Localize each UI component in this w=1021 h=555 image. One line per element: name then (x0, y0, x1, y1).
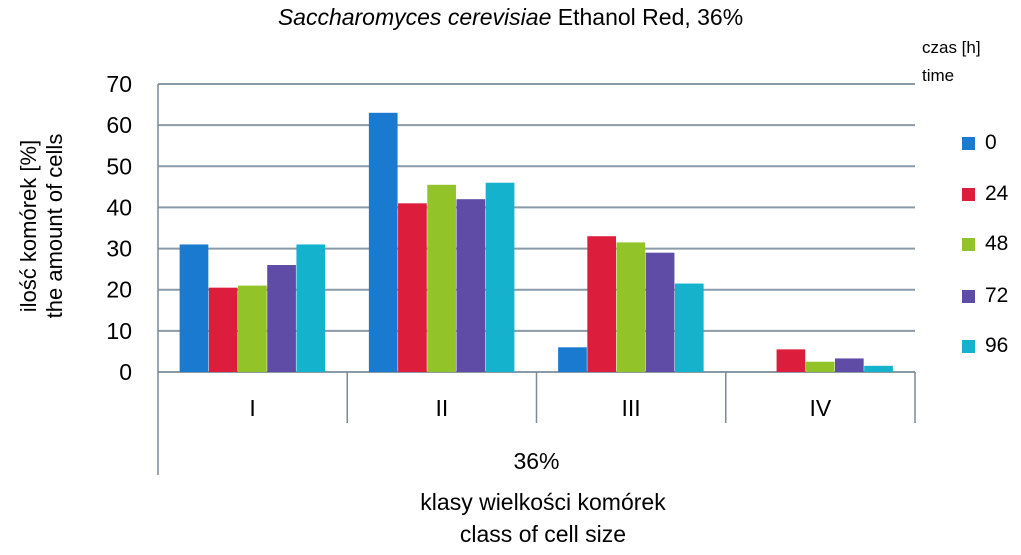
bar-II-0 (368, 112, 398, 373)
x-axis-label-line1: klasy wielkości komórek (420, 489, 666, 515)
legend-item-0: 0 (962, 130, 997, 156)
legend-label-72: 72 (985, 284, 1009, 307)
bar-II-48 (427, 184, 456, 372)
y-tick-label: 0 (119, 359, 132, 385)
bar-I-48 (238, 285, 267, 372)
legend-swatch-96 (962, 339, 975, 353)
legend-title-line1: czas [h] (922, 38, 981, 57)
bar-IV-96 (864, 365, 893, 372)
bar-III-24 (587, 236, 617, 372)
legend-title-line2: time (922, 66, 955, 85)
legend-label-24: 24 (985, 182, 1009, 205)
legend-swatch-24 (962, 187, 975, 201)
bar-I-0 (179, 244, 209, 372)
bar-II-72 (456, 199, 486, 372)
bar-I-96 (296, 244, 326, 372)
x-axis-label-line2: class of cell size (459, 521, 627, 547)
chart-title-species: Saccharomyces cerevisiae (277, 4, 552, 30)
x-tick-label: IV (810, 395, 832, 421)
x-tick-label: III (622, 395, 641, 421)
bar-II-96 (485, 182, 515, 372)
bar-IV-72 (834, 358, 864, 372)
legend-item-24: 24 (962, 181, 1008, 207)
chart-title-rest: Ethanol Red, 36% (551, 4, 744, 30)
bar-IV-48 (805, 361, 835, 372)
legend-item-72: 72 (962, 283, 1008, 309)
legend-item-96: 96 (962, 333, 1008, 359)
bar-III-72 (645, 252, 675, 372)
bar-I-72 (267, 265, 296, 372)
legend-swatch-72 (962, 289, 975, 303)
y-tick-label: 60 (106, 112, 132, 138)
y-tick-label: 50 (106, 153, 132, 179)
x-group-label: 36% (513, 448, 559, 474)
y-tick-label: 20 (106, 277, 132, 303)
bar-III-48 (616, 242, 646, 372)
chart-title: Saccharomyces cerevisiae Ethanol Red, 36… (0, 4, 1021, 31)
legend-label-48: 48 (985, 232, 1009, 255)
bar-II-24 (398, 203, 427, 372)
bar-I-24 (208, 287, 238, 372)
y-tick-label: 30 (106, 236, 132, 262)
legend-swatch-0 (962, 136, 975, 150)
bar-IV-24 (776, 349, 806, 372)
bar-III-0 (558, 347, 587, 372)
legend-label-0: 0 (985, 131, 997, 154)
y-tick-label: 70 (106, 71, 132, 97)
x-tick-label: I (249, 395, 255, 421)
legend-item-48: 48 (962, 231, 1008, 257)
bar-III-96 (674, 283, 704, 372)
x-tick-label: II (435, 395, 448, 421)
y-tick-label: 10 (106, 318, 132, 344)
legend-label-96: 96 (985, 334, 1009, 357)
legend-swatch-48 (962, 237, 975, 251)
y-tick-label: 40 (106, 194, 132, 220)
